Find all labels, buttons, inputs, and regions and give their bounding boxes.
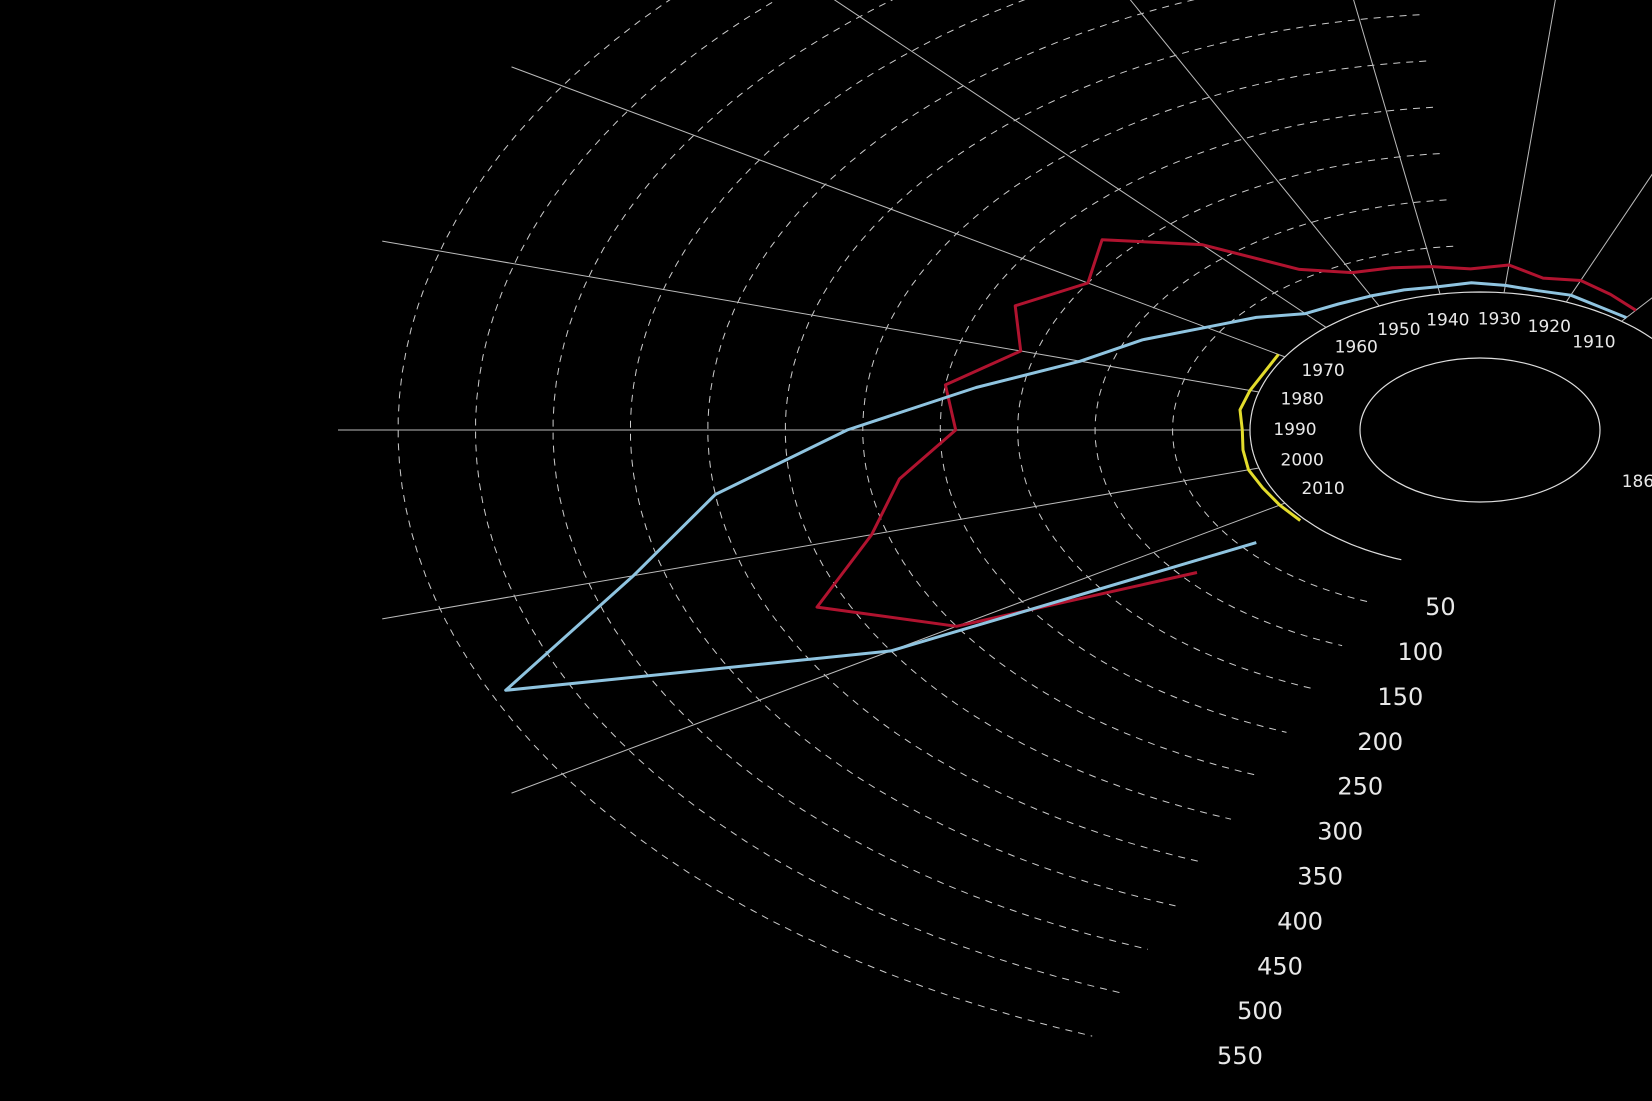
grid-ring [707,0,1204,863]
x-tick-label: 1930 [1478,310,1521,330]
x-tick-label: 2000 [1281,451,1324,471]
grid-ring [1094,199,1447,647]
y-tick-label: 50 [1425,593,1456,621]
x-tick-label: 1980 [1281,389,1324,409]
y-tick-label: 450 [1257,952,1303,980]
x-tick-label: 1960 [1335,338,1378,358]
y-tick-label: 550 [1217,1042,1263,1070]
x-tick-label: 1860 [1622,472,1652,492]
grid-ring [862,60,1427,777]
grid-ring [475,0,1121,994]
series-line [815,238,1637,628]
grid-ring [1017,153,1440,690]
y-tick-label: 350 [1297,863,1343,891]
grid-spoke [1565,173,1652,303]
y-tick-label: 200 [1357,728,1403,756]
series-line [504,281,1627,692]
grid-spoke [833,0,1327,328]
grid-spoke [1129,0,1380,307]
x-tick-label: 1970 [1301,361,1344,381]
x-tick-label: 1990 [1273,420,1316,440]
series-line [1238,353,1302,522]
grid-ring [630,0,1176,907]
y-tick-label: 400 [1277,907,1323,935]
y-tick-label: 500 [1237,997,1283,1025]
base-ring [1249,291,1652,561]
y-tick-label: 150 [1377,683,1423,711]
inner-circle [1359,357,1601,503]
grid-spoke [382,240,1259,393]
grid-spoke [1353,0,1441,295]
y-tick-label: 300 [1317,818,1363,846]
grid-spoke [1503,0,1556,293]
grid-spoke [511,66,1286,358]
grid-spoke [382,467,1259,620]
y-tick-label: 250 [1337,773,1383,801]
x-tick-label: 1920 [1528,317,1571,337]
x-tick-label: 2010 [1301,479,1344,499]
x-tick-label: 1950 [1377,320,1420,340]
x-tick-label: 1940 [1426,311,1469,331]
y-tick-label: 100 [1397,638,1443,666]
x-tick-label: 1910 [1572,333,1615,353]
grid-ring [784,14,1420,820]
